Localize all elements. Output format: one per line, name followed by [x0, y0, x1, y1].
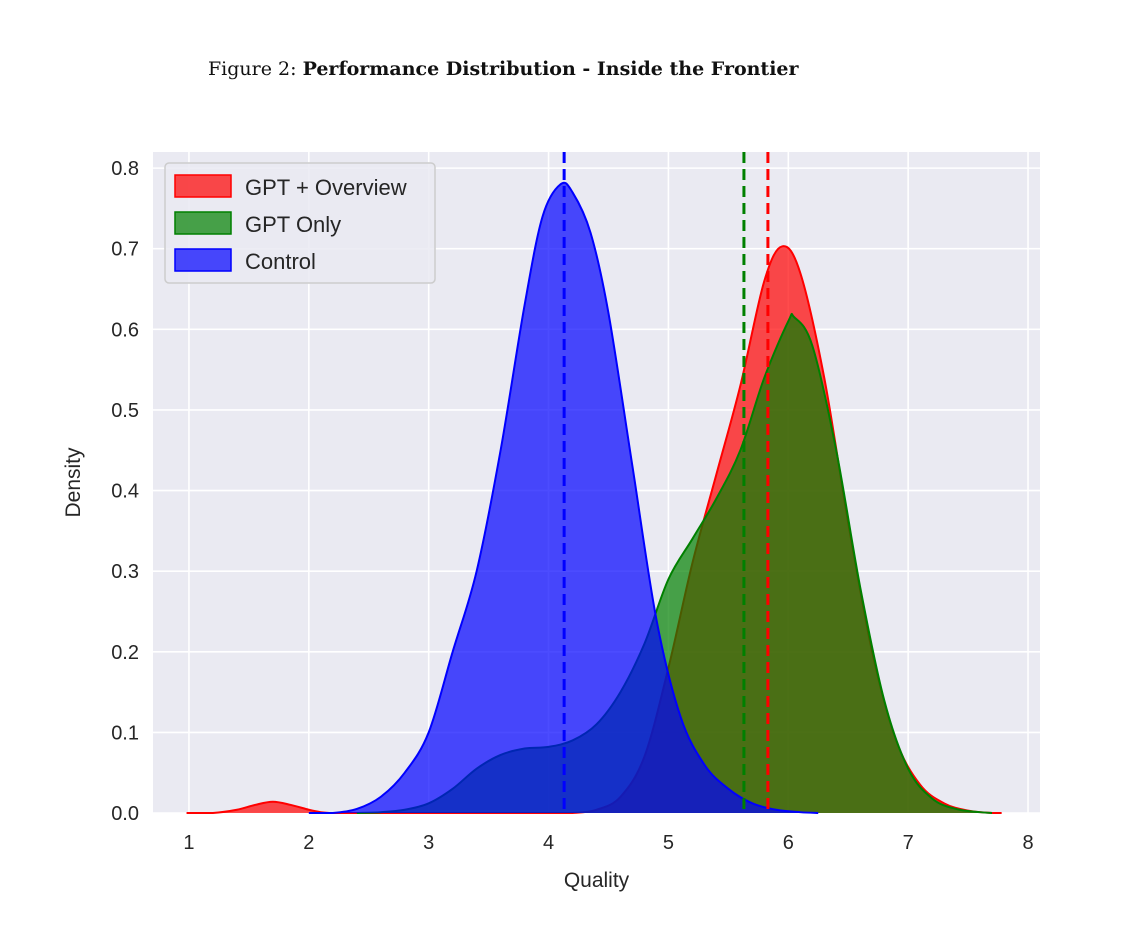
x-axis-label: Quality: [564, 869, 630, 892]
y-axis-label: Density: [62, 447, 85, 518]
x-tick-label: 6: [783, 832, 794, 854]
figure-title: Performance Distribution - Inside the Fr…: [302, 58, 799, 80]
x-tick-label: 8: [1022, 832, 1033, 854]
tick-labels: 1 2 3 4 5 6 7 8 0.0 0.1 0.2 0.3 0.4 0.5 0.6 0.7 0.8: [111, 158, 1033, 854]
y-tick-label: 0.0: [111, 803, 139, 825]
legend-label: GPT Only: [245, 212, 341, 237]
x-tick-label: 7: [903, 832, 914, 854]
y-tick-label: 0.5: [111, 400, 139, 422]
y-tick-label: 0.1: [111, 722, 139, 744]
y-tick-label: 0.6: [111, 319, 139, 341]
legend-swatch: [174, 248, 232, 272]
y-tick-label: 0.4: [111, 481, 139, 503]
x-tick-label: 4: [543, 832, 554, 854]
legend-label: Control: [245, 249, 316, 274]
legend-frame: [164, 162, 436, 284]
y-tick-label: 0.2: [111, 642, 139, 664]
mean-lines: [562, 152, 770, 813]
y-tick-label: 0.3: [111, 561, 139, 583]
legend: GPT + Overview GPT Only Control: [164, 162, 436, 284]
x-tick-label: 2: [303, 832, 314, 854]
x-tick-label: 3: [423, 832, 434, 854]
x-tick-label: 1: [183, 832, 194, 854]
x-tick-label: 5: [663, 832, 674, 854]
figure-caption: Figure 2: Performance Distribution - Ins…: [208, 58, 799, 80]
legend-label: GPT + Overview: [245, 175, 407, 200]
legend-swatch: [174, 174, 232, 198]
y-tick-label: 0.7: [111, 239, 139, 261]
figure-number: Figure 2:: [208, 58, 297, 80]
y-tick-label: 0.8: [111, 158, 139, 180]
density-outline-control: [308, 181, 819, 814]
legend-swatch: [174, 211, 232, 235]
